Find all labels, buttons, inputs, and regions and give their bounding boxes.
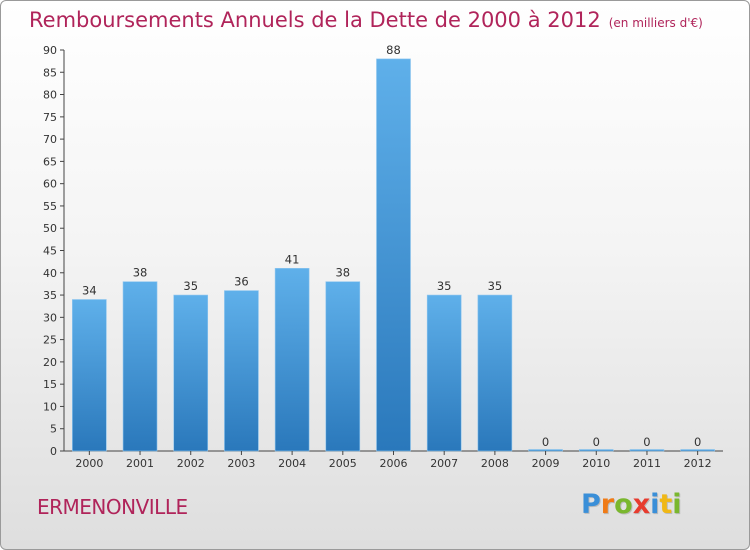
x-tick-label-2002: 2002: [177, 457, 205, 470]
bar-2001: [122, 281, 158, 452]
y-tick-label: 80: [43, 89, 57, 102]
bar-2004: [274, 268, 310, 452]
y-tick-label: 5: [50, 423, 57, 436]
x-tick-label-2004: 2004: [278, 457, 306, 470]
x-tick-label-2000: 2000: [75, 457, 103, 470]
x-tick-label-2012: 2012: [684, 457, 712, 470]
x-tick-label-2011: 2011: [633, 457, 661, 470]
logo-letter: o: [614, 489, 633, 520]
logo-letter: t: [659, 489, 673, 520]
bar-2007: [426, 294, 462, 452]
bar-2010: [578, 449, 614, 452]
chart-subtitle: (en milliers d'€): [608, 16, 703, 30]
chart-title-text: Remboursements Annuels de la Dette de 20…: [29, 8, 601, 32]
proxiti-logo: Proxiti: [581, 489, 682, 520]
y-tick-label: 30: [43, 311, 57, 324]
y-tick-label: 10: [43, 400, 57, 413]
data-label-2006: 88: [386, 43, 401, 57]
data-label-2010: 0: [593, 435, 600, 449]
y-tick-label: 40: [43, 267, 57, 280]
chart-title: Remboursements Annuels de la Dette de 20…: [29, 8, 703, 32]
data-label-2004: 41: [285, 252, 300, 266]
y-tick-label: 0: [50, 445, 57, 458]
x-tick-label-2010: 2010: [582, 457, 610, 470]
bar-2012: [680, 449, 715, 452]
y-tick-label: 35: [43, 289, 57, 302]
data-label-2012: 0: [694, 435, 701, 449]
y-tick-label: 50: [43, 222, 57, 235]
data-label-2008: 35: [488, 279, 503, 293]
y-tick-label: 25: [43, 334, 57, 347]
x-tick-label-2007: 2007: [430, 457, 458, 470]
y-tick-label: 65: [43, 155, 57, 168]
y-tick-label: 15: [43, 378, 57, 391]
data-label-2007: 35: [437, 279, 452, 293]
logo-letter: P: [581, 489, 601, 520]
y-tick-label: 75: [43, 111, 57, 124]
x-tick-label-2009: 2009: [532, 457, 560, 470]
y-tick-label: 90: [43, 44, 57, 57]
bar-2005: [325, 281, 361, 452]
logo-letter: r: [600, 489, 615, 520]
bar-2002: [173, 294, 209, 452]
x-tick-label-2005: 2005: [329, 457, 357, 470]
data-label-2011: 0: [643, 435, 650, 449]
x-tick-label-2006: 2006: [380, 457, 408, 470]
y-tick-label: 55: [43, 200, 57, 213]
data-label-2000: 34: [82, 284, 97, 298]
data-label-2009: 0: [542, 435, 549, 449]
data-label-2001: 38: [133, 266, 148, 280]
city-name: ERMENONVILLE: [37, 495, 188, 519]
data-label-2003: 36: [234, 275, 249, 289]
data-label-2005: 38: [335, 266, 350, 280]
x-tick-label-2001: 2001: [126, 457, 154, 470]
bar-2003: [224, 290, 259, 452]
y-tick-label: 60: [43, 178, 57, 191]
y-tick-label: 45: [43, 245, 57, 258]
y-tick-label: 70: [43, 133, 57, 146]
y-tick-label: 85: [43, 66, 57, 79]
bar-2011: [629, 449, 665, 452]
x-tick-label-2003: 2003: [227, 457, 255, 470]
y-tick-label: 20: [43, 356, 57, 369]
bar-2009: [528, 449, 563, 452]
bar-2006: [376, 58, 411, 452]
logo-letter: x: [632, 489, 651, 520]
logo-letter: i: [650, 489, 660, 520]
data-label-2002: 35: [183, 279, 198, 293]
x-tick-label-2008: 2008: [481, 457, 509, 470]
bar-2000: [72, 299, 107, 452]
bar-2008: [477, 294, 513, 452]
logo-letter: i: [672, 489, 682, 520]
